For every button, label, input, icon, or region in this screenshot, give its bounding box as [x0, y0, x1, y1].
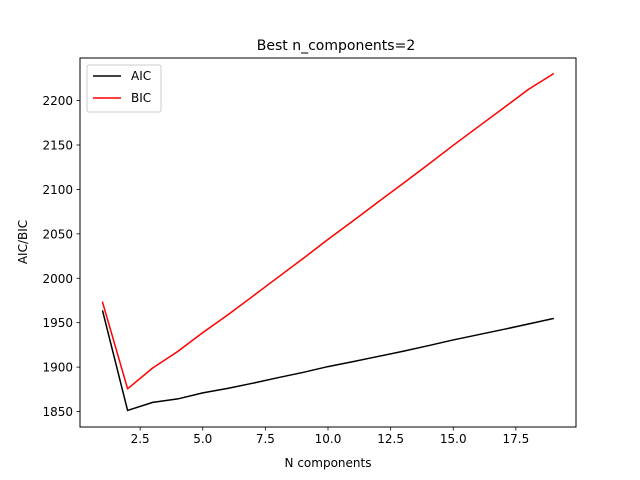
y-tick-label: 2200: [42, 94, 73, 108]
data-point-bic: [202, 332, 204, 334]
y-axis-ticks: 1850 1900 1950 2000 2050 2100 2150 2200: [42, 94, 80, 419]
y-tick-label: 1950: [42, 316, 73, 330]
data-point-bic: [327, 238, 329, 240]
data-point-bic: [477, 126, 479, 128]
data-point-bic: [277, 276, 279, 278]
series-layer: [101, 73, 555, 412]
data-point-aic: [101, 310, 104, 312]
y-tick-label: 1850: [42, 405, 73, 419]
data-point-bic: [377, 201, 379, 203]
x-tick-label: 12.5: [377, 432, 404, 446]
data-point-aic: [452, 339, 454, 341]
data-point-bic: [177, 350, 179, 353]
data-point-aic: [352, 361, 354, 363]
data-point-bic: [552, 73, 555, 75]
data-point-aic: [152, 401, 154, 403]
data-point-bic: [527, 88, 530, 90]
data-point-bic: [427, 163, 429, 166]
y-tick-label: 2000: [42, 272, 73, 286]
data-point-aic: [252, 382, 254, 384]
data-point-bic: [502, 107, 504, 109]
y-tick-label: 2150: [42, 138, 73, 152]
data-point-aic: [327, 365, 329, 368]
data-point-bic: [152, 367, 154, 369]
data-point-aic: [552, 317, 555, 320]
legend-label-bic: BIC: [131, 91, 151, 105]
data-point-bic: [452, 144, 454, 146]
y-tick-label: 1900: [42, 361, 73, 375]
data-point-aic: [202, 392, 204, 394]
data-point-aic: [427, 345, 429, 347]
data-point-bic: [227, 314, 229, 316]
data-point-bic: [101, 301, 104, 303]
data-point-bic: [402, 182, 404, 184]
x-tick-label: 7.5: [256, 432, 275, 446]
data-point-aic: [127, 409, 129, 412]
x-tick-label: 5.0: [193, 432, 212, 446]
data-point-aic: [502, 328, 504, 331]
chart-title: Best n_components=2: [257, 38, 415, 54]
x-tick-label: 10.0: [315, 432, 342, 446]
data-point-aic: [277, 377, 279, 379]
data-point-aic: [477, 334, 479, 336]
data-point-bic: [352, 220, 354, 222]
x-axis-label: N components: [285, 456, 372, 470]
y-tick-label: 2100: [42, 183, 73, 197]
data-point-aic: [377, 355, 379, 358]
plot-area-frame: [79, 57, 577, 428]
data-point-bic: [127, 388, 129, 390]
data-point-bic: [302, 258, 304, 260]
y-axis-label: AIC/BIC: [16, 220, 30, 264]
legend: AIC BIC: [86, 64, 162, 113]
data-point-aic: [527, 323, 530, 325]
data-point-aic: [302, 371, 304, 374]
y-tick-label: 2050: [42, 227, 73, 241]
x-tick-label: 2.5: [131, 432, 150, 446]
x-tick-label: 15.0: [440, 432, 467, 446]
data-point-aic: [177, 398, 179, 400]
data-point-aic: [227, 387, 229, 389]
legend-label-aic: AIC: [131, 69, 151, 83]
data-point-bic: [252, 295, 254, 297]
x-tick-label: 17.5: [503, 432, 530, 446]
data-point-aic: [402, 350, 404, 352]
x-axis-ticks: 2.5 5.0 7.5 10.0 12.5 15.0 17.5: [131, 427, 530, 446]
